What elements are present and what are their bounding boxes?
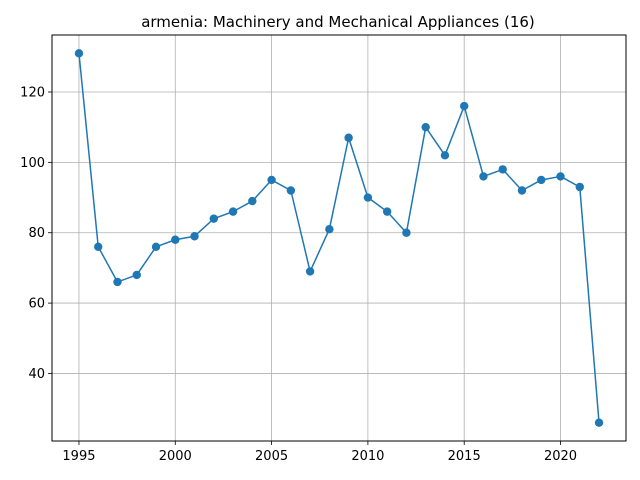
data-point xyxy=(113,277,122,287)
data-point xyxy=(190,232,199,241)
plot-frame xyxy=(51,34,627,442)
data-point xyxy=(363,193,373,202)
data-point xyxy=(594,418,604,427)
data-point xyxy=(537,175,546,185)
series-line xyxy=(78,53,600,423)
data-point xyxy=(498,165,507,174)
data-point xyxy=(286,186,296,195)
data-point xyxy=(132,270,141,280)
data-point xyxy=(421,122,430,132)
data-point xyxy=(382,207,392,216)
y-tick-label: 120 xyxy=(20,85,45,100)
data-point xyxy=(517,186,527,195)
data-point xyxy=(151,242,161,251)
y-tick-label: 60 xyxy=(28,297,45,312)
x-tick-label: 1995 xyxy=(62,449,95,464)
chart-title: armenia: Machinery and Mechanical Applia… xyxy=(141,13,535,31)
data-point xyxy=(575,182,584,192)
x-tick-label: 2015 xyxy=(448,449,481,464)
x-tick-label: 2005 xyxy=(255,449,288,464)
data-point xyxy=(74,49,84,58)
data-point xyxy=(344,133,353,142)
data-point xyxy=(440,151,450,160)
axes: 1995 2000 2005 2010 2015 2020 40 60 80 100 120 xyxy=(20,85,577,464)
y-tick-label: 80 xyxy=(28,226,45,241)
x-tick-label: 2020 xyxy=(544,449,577,464)
grid xyxy=(52,35,626,441)
y-tick-label: 40 xyxy=(28,367,45,382)
data-point xyxy=(305,267,315,276)
x-tick-label: 2000 xyxy=(159,449,192,464)
data-point xyxy=(248,196,257,206)
data-point xyxy=(209,214,218,223)
data-point xyxy=(402,228,411,237)
data-point xyxy=(94,242,103,251)
data-series xyxy=(74,49,604,427)
data-point xyxy=(228,207,238,216)
data-point xyxy=(479,172,488,181)
data-point xyxy=(267,175,276,185)
x-tick-label: 2010 xyxy=(351,449,384,464)
y-tick-label: 100 xyxy=(20,156,45,171)
data-point xyxy=(460,101,469,111)
data-point xyxy=(171,235,180,244)
data-point xyxy=(325,225,334,234)
data-point xyxy=(556,172,565,181)
